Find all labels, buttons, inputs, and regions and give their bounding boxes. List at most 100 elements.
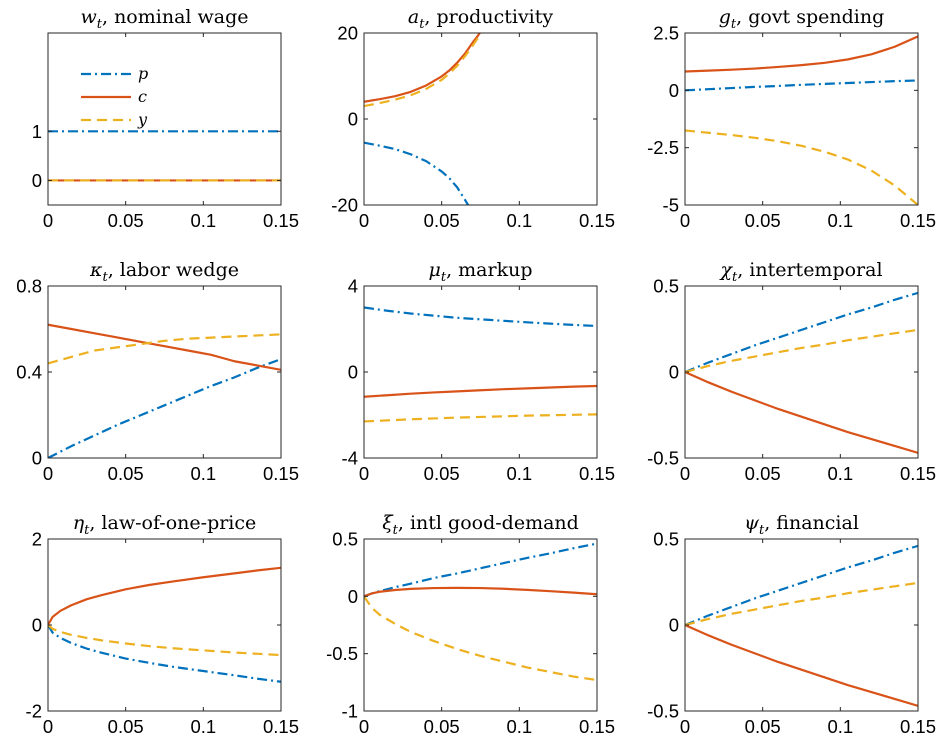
x-tick-label: 0.1 bbox=[827, 463, 853, 484]
title-subscript: t bbox=[419, 17, 425, 32]
panel-title: at, productivity bbox=[408, 6, 554, 32]
series-group bbox=[364, 542, 597, 682]
title-symbol: κ bbox=[89, 259, 103, 281]
y-tick-label: 0 bbox=[348, 109, 358, 130]
x-tick-label: 0.1 bbox=[506, 210, 532, 231]
series-line-y bbox=[364, 595, 597, 682]
series-group bbox=[685, 291, 918, 454]
series-line-c bbox=[364, 586, 597, 598]
x-tick-label: 0.15 bbox=[263, 210, 299, 231]
x-tick-label: 0.05 bbox=[108, 716, 144, 737]
x-tick-label: 0.05 bbox=[745, 463, 781, 484]
x-tick-label: 0.1 bbox=[506, 716, 532, 737]
series-group bbox=[48, 130, 281, 182]
y-tick-label: -0.5 bbox=[326, 643, 358, 664]
y-tick-label: 2 bbox=[32, 529, 42, 550]
y-tick-label: -4 bbox=[342, 448, 358, 469]
axes-box bbox=[684, 32, 919, 206]
y-tick-label: 0.5 bbox=[653, 529, 679, 550]
title-symbol: χ bbox=[718, 259, 733, 281]
series-line-y bbox=[48, 333, 281, 365]
series-line-p bbox=[685, 544, 918, 627]
legend-label: y bbox=[137, 110, 148, 129]
series-line-p bbox=[364, 306, 597, 328]
title-symbol: w bbox=[80, 6, 96, 28]
title-subscript: t bbox=[84, 523, 90, 538]
legend-label: p bbox=[138, 64, 148, 83]
x-tick-label: 0.05 bbox=[424, 716, 460, 737]
panel-title: ξt, intl good-demand bbox=[382, 512, 579, 538]
x-tick-label: 0 bbox=[680, 716, 690, 737]
x-tick-label: 0.15 bbox=[900, 210, 936, 231]
panel-title: ψt, financial bbox=[744, 512, 859, 538]
legend-label: c bbox=[138, 87, 147, 106]
x-tick-label: 0 bbox=[43, 716, 53, 737]
series-line-p bbox=[685, 291, 918, 374]
y-tick-label: 1 bbox=[32, 121, 42, 142]
title-subscript: t bbox=[732, 270, 738, 285]
title-subscript: t bbox=[102, 270, 108, 285]
y-tick-label: 0 bbox=[348, 586, 358, 607]
series-group bbox=[364, 33, 483, 205]
series-group bbox=[364, 306, 597, 423]
title-text: , govt spending bbox=[736, 6, 884, 28]
axes-box bbox=[363, 538, 598, 712]
series-line-c bbox=[685, 370, 918, 454]
x-tick-label: 0.05 bbox=[424, 210, 460, 231]
panel-title: κt, labor wedge bbox=[89, 259, 239, 285]
series-line-y bbox=[364, 413, 597, 423]
title-subscript: t bbox=[97, 17, 103, 32]
x-tick-label: 0.15 bbox=[579, 716, 615, 737]
legend: pcy bbox=[81, 64, 148, 129]
title-symbol: ξ bbox=[382, 512, 394, 534]
y-tick-label: 0 bbox=[669, 615, 679, 636]
series-line-y bbox=[685, 129, 918, 205]
series-line-p bbox=[685, 79, 918, 92]
panel-title: χt, intertemporal bbox=[718, 259, 882, 285]
title-subscript: t bbox=[731, 17, 737, 32]
series-group bbox=[685, 544, 918, 707]
x-tick-label: 0.15 bbox=[579, 463, 615, 484]
x-tick-label: 0.1 bbox=[190, 463, 216, 484]
x-tick-label: 0.15 bbox=[900, 463, 936, 484]
y-tick-label: 0 bbox=[669, 80, 679, 101]
y-tick-label: 0 bbox=[32, 615, 42, 636]
y-tick-label: 2.5 bbox=[653, 23, 679, 44]
x-tick-label: 0.05 bbox=[108, 463, 144, 484]
title-subscript: t bbox=[759, 523, 765, 538]
y-tick-label: 4 bbox=[348, 276, 358, 297]
x-tick-label: 0.05 bbox=[745, 716, 781, 737]
y-tick-label: 20 bbox=[337, 23, 358, 44]
title-symbol: g bbox=[719, 6, 731, 28]
title-symbol: μ bbox=[428, 259, 440, 281]
series-line-c bbox=[48, 566, 281, 626]
series-line-p bbox=[364, 141, 470, 205]
series-line-c bbox=[685, 35, 918, 73]
series-group bbox=[48, 566, 281, 683]
axes-box bbox=[47, 538, 282, 712]
title-symbol: a bbox=[408, 6, 419, 28]
panel-title: ηt, law-of-one-price bbox=[73, 512, 257, 538]
series-group bbox=[48, 323, 281, 458]
title-text: , labor wedge bbox=[108, 259, 239, 281]
title-symbol: ψ bbox=[744, 512, 760, 534]
title-text: , financial bbox=[764, 512, 859, 534]
x-tick-label: 0 bbox=[359, 463, 369, 484]
title-text: , markup bbox=[446, 259, 532, 281]
series-line-y bbox=[364, 33, 483, 108]
series-line-c bbox=[685, 623, 918, 707]
y-tick-label: -5 bbox=[663, 195, 679, 216]
y-tick-label: -2.5 bbox=[647, 137, 679, 158]
y-tick-label: 0 bbox=[32, 448, 42, 469]
panel-title: μt, markup bbox=[428, 259, 532, 285]
x-tick-label: 0 bbox=[43, 210, 53, 231]
y-tick-label: 0.8 bbox=[16, 276, 42, 297]
x-tick-label: 0 bbox=[43, 463, 53, 484]
x-tick-label: 0.15 bbox=[579, 210, 615, 231]
x-tick-label: 0.1 bbox=[827, 210, 853, 231]
series-line-p bbox=[48, 358, 281, 458]
